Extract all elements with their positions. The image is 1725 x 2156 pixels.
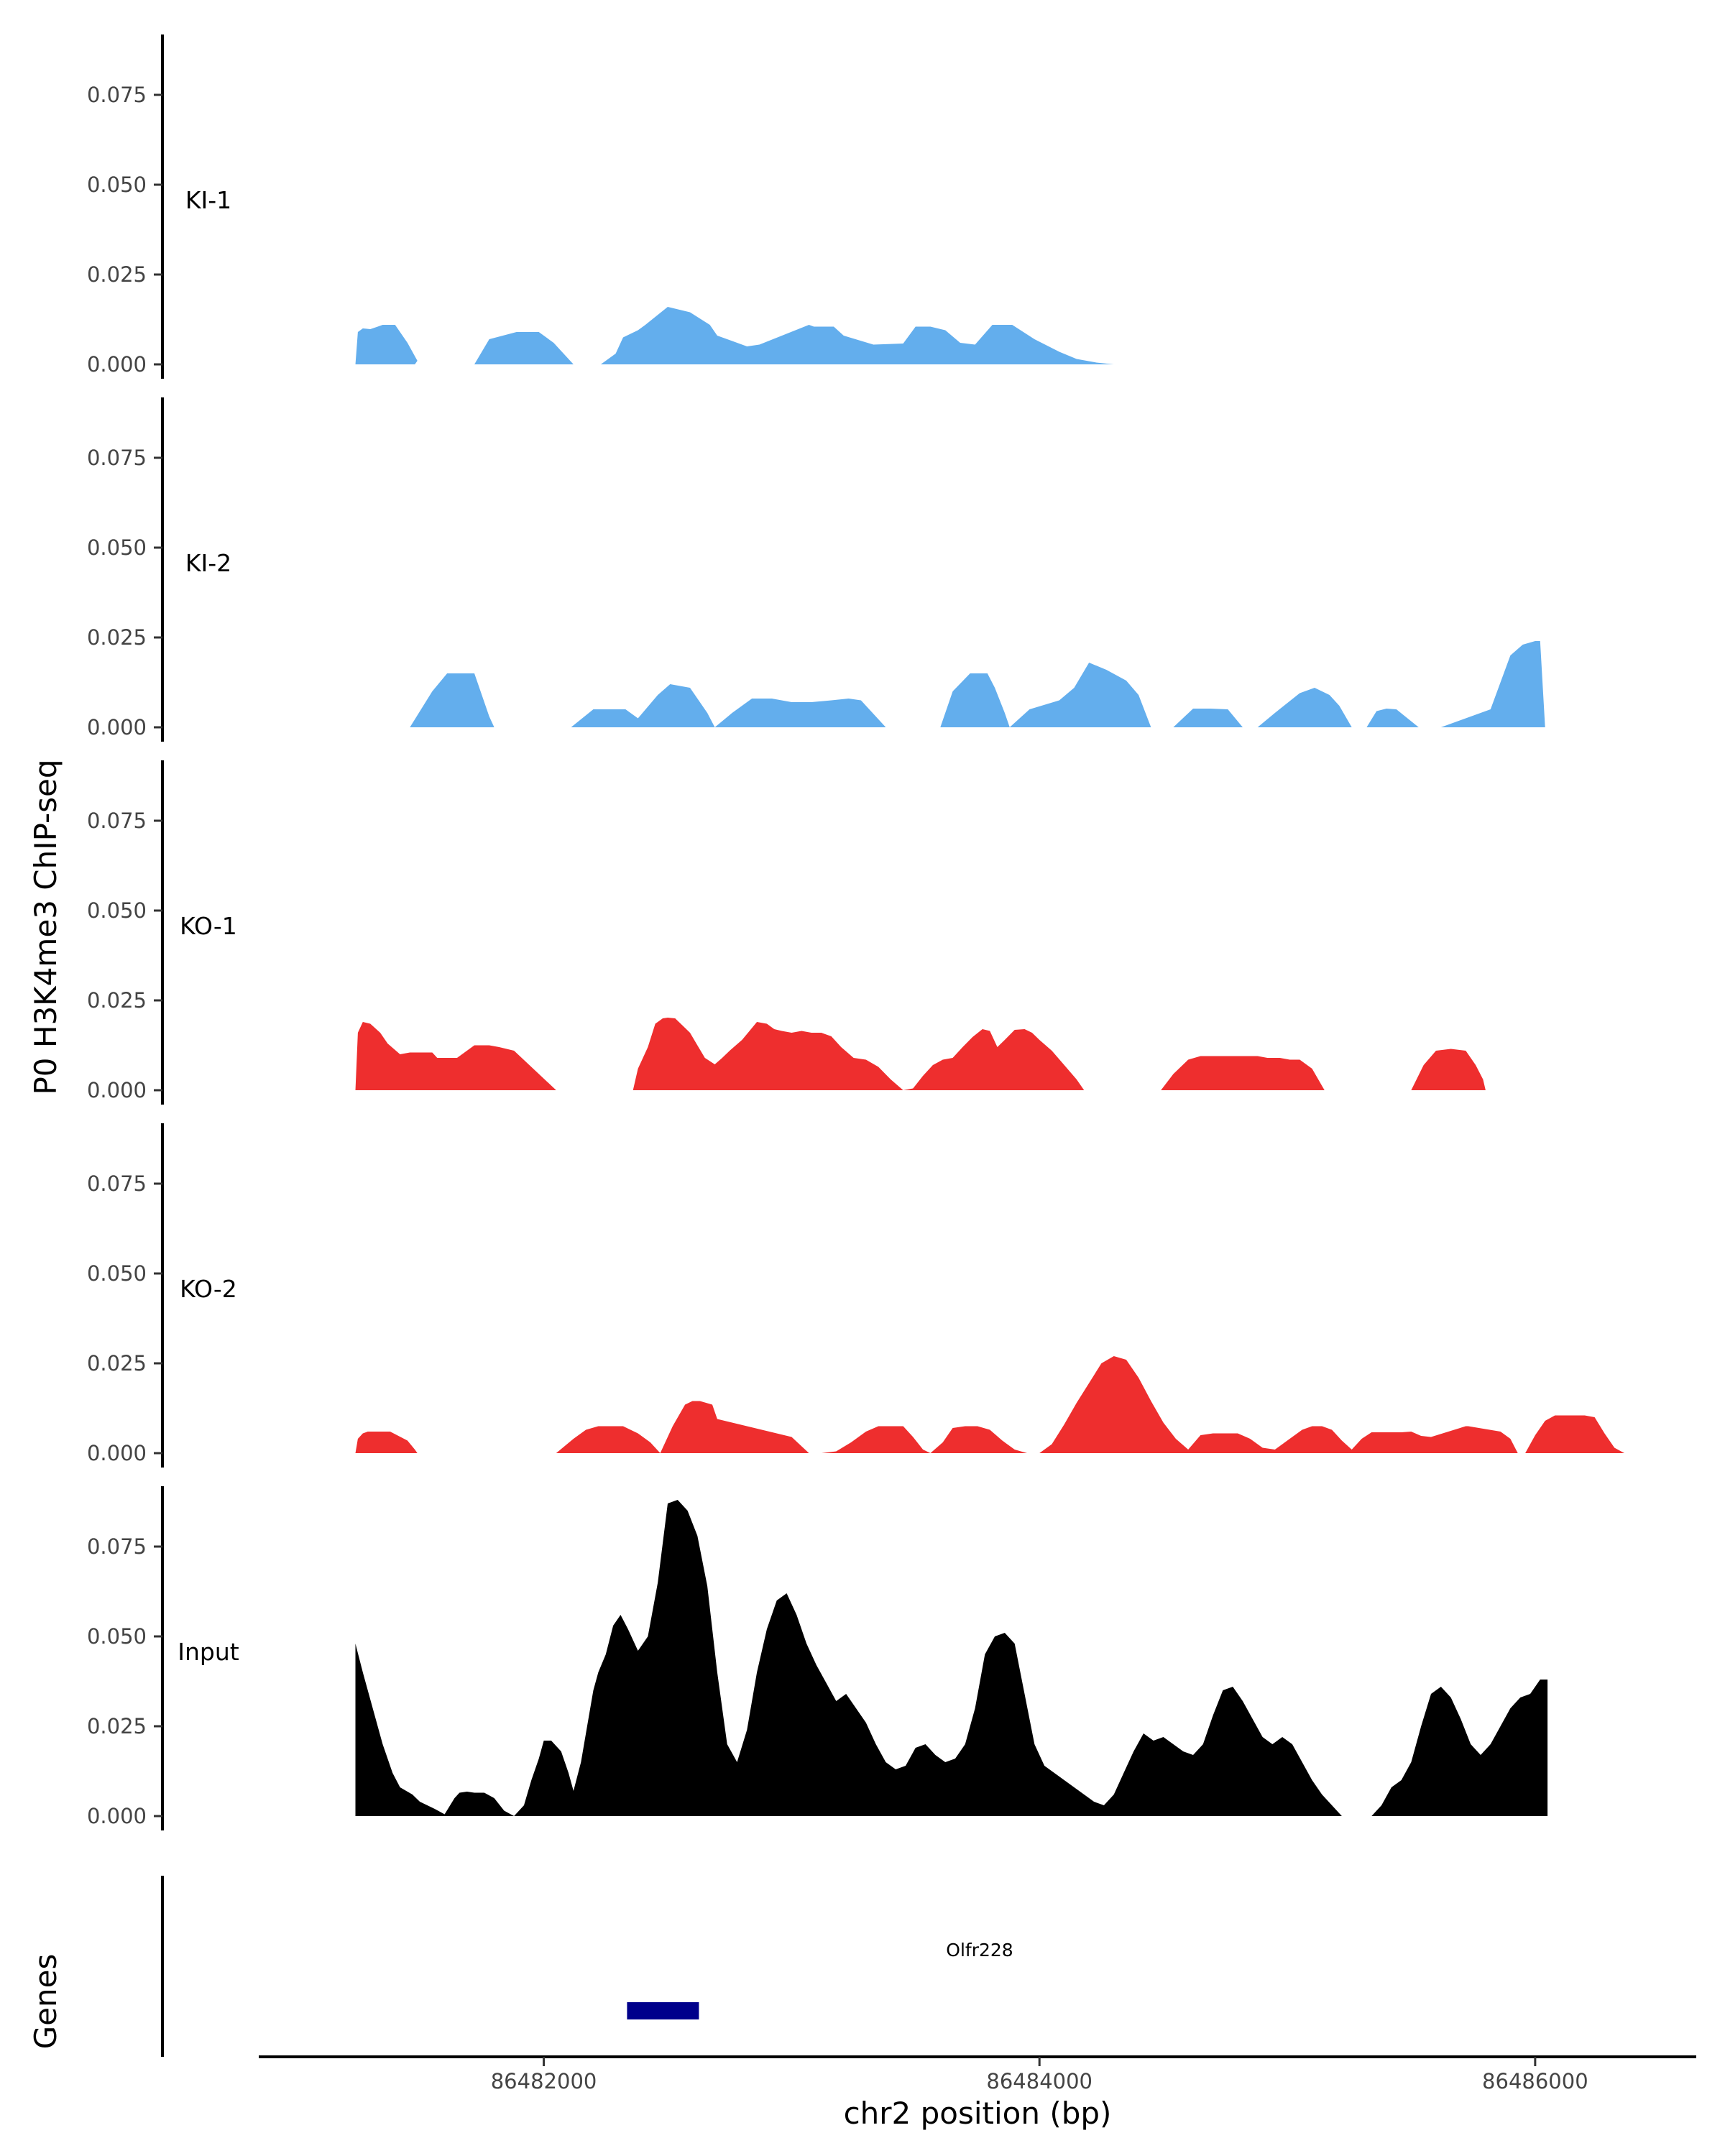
y-tick-label: 0.075 <box>87 446 147 470</box>
gene-name-label: Olfr228 <box>946 1940 1013 1961</box>
y-tick-label: 0.050 <box>87 1624 147 1649</box>
y-tick-label: 0.000 <box>87 1078 147 1102</box>
track-ki-2: 0.000 0.025 0.050 0.075 KI-2 <box>87 397 1545 742</box>
y-tick-label: 0.075 <box>87 1171 147 1196</box>
track-ki-1: 0.000 0.025 0.050 0.075 KI-1 <box>87 34 1119 379</box>
y-tick-label: 0.000 <box>87 1441 147 1465</box>
x-tick-label: 86484000 <box>986 2069 1092 2093</box>
track-label: KO-2 <box>180 1275 237 1303</box>
track-area-ki-1 <box>355 307 1119 364</box>
x-axis-title: chr2 position (bp) <box>844 2096 1112 2131</box>
track-ko-1: 0.000 0.025 0.050 0.075 KO-1 <box>87 760 1486 1105</box>
genes-layer: Olfr228 <box>161 1876 1013 2057</box>
track-label: KI-2 <box>185 549 231 577</box>
track-area-input <box>355 1500 1548 1816</box>
y-tick-label: 0.025 <box>87 1351 147 1376</box>
y-tick-label: 0.075 <box>87 83 147 107</box>
y-tick-label: 0.075 <box>87 1534 147 1559</box>
y-tick-label: 0.025 <box>87 1714 147 1738</box>
y-tick-label: 0.025 <box>87 988 147 1013</box>
y-tick-label: 0.050 <box>87 898 147 923</box>
track-label: Input <box>178 1638 239 1666</box>
track-ko-2: 0.000 0.025 0.050 0.075 KO-2 <box>87 1123 1624 1468</box>
y-tick-label: 0.075 <box>87 808 147 833</box>
gene-body <box>627 2002 699 2019</box>
track-area-ko-2 <box>355 1356 1624 1453</box>
y-tick-label: 0.000 <box>87 1804 147 1828</box>
tracks-layer: 0.0000.0250.0500.075KI-10.0000.0250.0500… <box>87 34 1624 1830</box>
y-tick-label: 0.000 <box>87 352 147 377</box>
genes-panel-title: Genes <box>28 1954 63 2050</box>
y-tick-label: 0.050 <box>87 172 147 197</box>
y-axis-title: P0 H3K4me3 ChIP-seq <box>28 759 63 1095</box>
y-tick-label: 0.000 <box>87 715 147 740</box>
y-tick-label: 0.025 <box>87 262 147 287</box>
track-area-ki-2 <box>410 641 1545 727</box>
x-tick-label: 86486000 <box>1482 2069 1588 2093</box>
y-tick-label: 0.050 <box>87 1261 147 1286</box>
x-axis: 86482000 86484000 86486000 <box>259 2055 1696 2093</box>
track-area-ko-1 <box>355 1018 1486 1090</box>
track-label: KI-1 <box>185 186 231 214</box>
y-tick-label: 0.025 <box>87 625 147 650</box>
track-label: KO-1 <box>180 912 237 940</box>
x-tick-label: 86482000 <box>491 2069 597 2093</box>
track-input: 0.000 0.025 0.050 0.075 Input <box>87 1486 1548 1830</box>
y-tick-label: 0.050 <box>87 535 147 560</box>
